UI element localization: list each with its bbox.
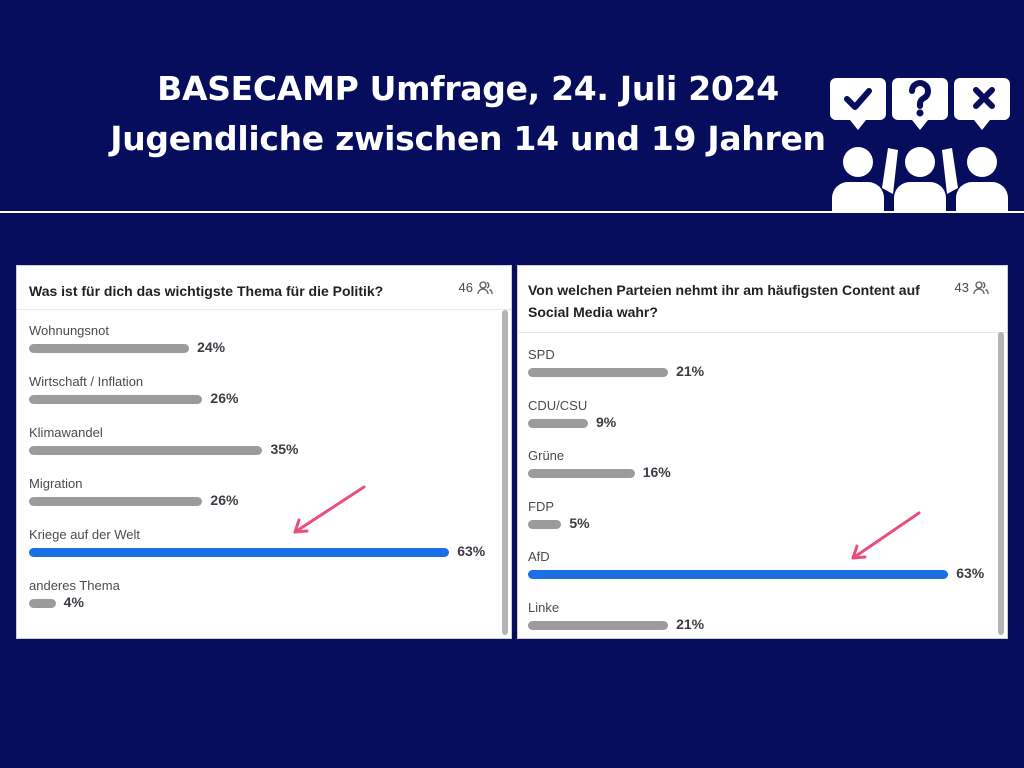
option-percent: 5% xyxy=(569,515,590,531)
option-label: FDP xyxy=(528,499,554,514)
option-percent: 63% xyxy=(457,543,486,559)
poll-option[interactable]: Migration 26% xyxy=(29,476,469,516)
poll-option[interactable]: Linke 21% xyxy=(528,600,968,638)
participant-count: 43 xyxy=(955,280,989,295)
option-label: AfD xyxy=(528,549,550,564)
option-label: Migration xyxy=(29,476,83,491)
option-percent: 63% xyxy=(956,565,985,581)
option-label: Wohnungsnot xyxy=(29,323,109,338)
poll-option[interactable]: AfD 63% xyxy=(528,549,984,589)
poll-card-politics: Was ist für dich das wichtigste Thema fü… xyxy=(16,265,512,639)
option-bar xyxy=(528,419,589,428)
option-percent: 21% xyxy=(676,616,705,632)
poll-question: Was ist für dich das wichtigste Thema fü… xyxy=(29,283,384,299)
option-label: Kriege auf der Welt xyxy=(29,527,141,542)
people-icon xyxy=(973,280,989,294)
poll-option[interactable]: anderes Thema 4% xyxy=(29,578,469,618)
option-percent: 16% xyxy=(642,464,671,480)
option-bar xyxy=(29,497,203,506)
option-bar xyxy=(29,548,450,557)
poll-option[interactable]: Wirtschaft / Inflation 26% xyxy=(29,374,469,414)
option-bar xyxy=(29,599,56,608)
option-label: SPD xyxy=(528,347,555,362)
poll-option[interactable]: Kriege auf der Welt 63% xyxy=(29,527,485,567)
option-label: Klimawandel xyxy=(29,425,103,440)
option-label: Grüne xyxy=(528,448,565,463)
poll-header: Was ist für dich das wichtigste Thema fü… xyxy=(17,266,511,310)
poll-card-parties: Von welchen Parteien nehmt ihr am häufig… xyxy=(517,265,1008,639)
title-line-2: Jugendliche zwischen 14 und 19 Jahren xyxy=(110,119,826,158)
option-percent: 4% xyxy=(63,594,84,610)
option-label: CDU/CSU xyxy=(528,398,588,413)
highlight-arrow-icon xyxy=(293,485,366,534)
option-bar xyxy=(29,446,263,455)
option-label: Wirtschaft / Inflation xyxy=(29,374,144,389)
option-percent: 35% xyxy=(270,441,299,457)
poll-option[interactable]: Grüne 16% xyxy=(528,448,968,488)
option-label: anderes Thema xyxy=(29,578,120,593)
option-percent: 24% xyxy=(197,339,226,355)
scrollbar[interactable] xyxy=(502,310,508,635)
highlight-arrow-icon xyxy=(851,511,921,560)
option-bar xyxy=(29,395,203,404)
participant-count: 46 xyxy=(459,280,493,295)
survey-people-icon xyxy=(830,78,1010,212)
poll-option[interactable]: CDU/CSU 9% xyxy=(528,398,968,438)
option-bar xyxy=(528,469,635,478)
poll-question: Von welchen Parteien nehmt ihr am häufig… xyxy=(528,282,920,320)
slide-title: BASECAMP Umfrage, 24. Juli 2024 Jugendli… xyxy=(110,64,826,164)
title-line-1: BASECAMP Umfrage, 24. Juli 2024 xyxy=(157,69,779,108)
poll-option[interactable]: SPD 21% xyxy=(528,347,968,387)
poll-option[interactable]: Wohnungsnot 24% xyxy=(29,323,469,363)
participant-count-value: 46 xyxy=(458,280,473,295)
option-bar xyxy=(29,344,190,353)
option-percent: 21% xyxy=(676,363,705,379)
poll-option[interactable]: Klimawandel 35% xyxy=(29,425,469,465)
people-icon xyxy=(477,280,493,294)
option-bar xyxy=(528,520,562,529)
participant-count-value: 43 xyxy=(954,280,969,295)
option-label: Linke xyxy=(528,600,560,615)
option-bar xyxy=(528,368,669,377)
option-percent: 9% xyxy=(596,414,617,430)
poll-header: Von welchen Parteien nehmt ihr am häufig… xyxy=(518,266,1007,333)
option-bar xyxy=(528,621,669,630)
option-percent: 26% xyxy=(210,492,239,508)
scrollbar[interactable] xyxy=(998,332,1004,635)
header-divider xyxy=(0,211,1024,213)
option-bar xyxy=(528,570,949,579)
poll-option[interactable]: FDP 5% xyxy=(528,499,968,539)
option-percent: 26% xyxy=(210,390,239,406)
